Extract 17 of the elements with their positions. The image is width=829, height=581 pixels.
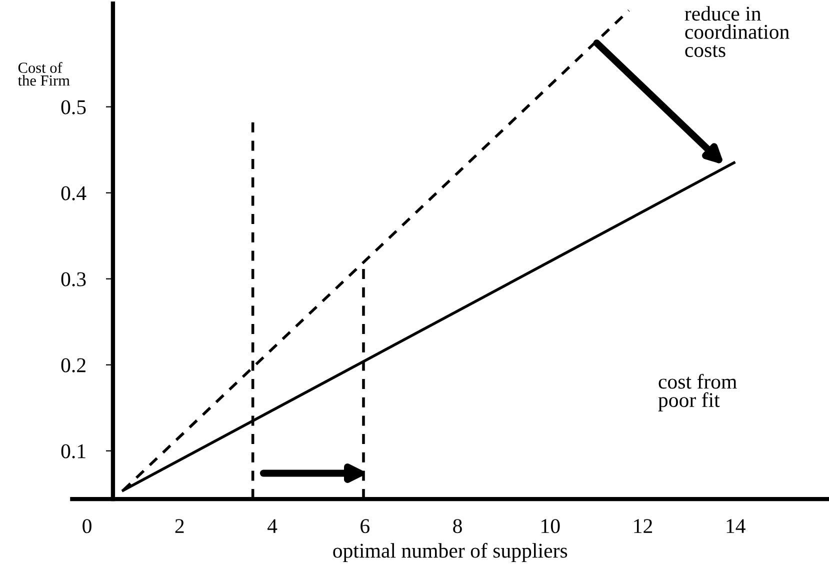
annotation: reduce in coordination costs	[684, 6, 790, 58]
y-tick-label: 0.4	[61, 186, 86, 200]
y-axis-title: Cost of the Firm	[18, 62, 70, 86]
x-tick-label: 6	[360, 519, 370, 534]
x-axis-title: optimal number of suppliers	[333, 542, 568, 562]
x-tick-label: 4	[267, 519, 278, 533]
x-tick-label: 8	[453, 519, 462, 534]
x-tick-label: 10	[542, 519, 560, 534]
x-tick-label: 0	[82, 519, 92, 534]
x-tick-label: 14	[726, 519, 746, 533]
x-tick-label: 12	[634, 519, 652, 533]
y-tick-label: 0.1	[61, 444, 86, 458]
x-tick-label: 2	[175, 519, 184, 533]
y-tick-label: 0.5	[61, 100, 86, 114]
y-tick-label: 0.3	[61, 272, 86, 286]
annotation: cost from poor fit	[658, 374, 737, 412]
y-tick-label: 0.2	[61, 358, 86, 372]
